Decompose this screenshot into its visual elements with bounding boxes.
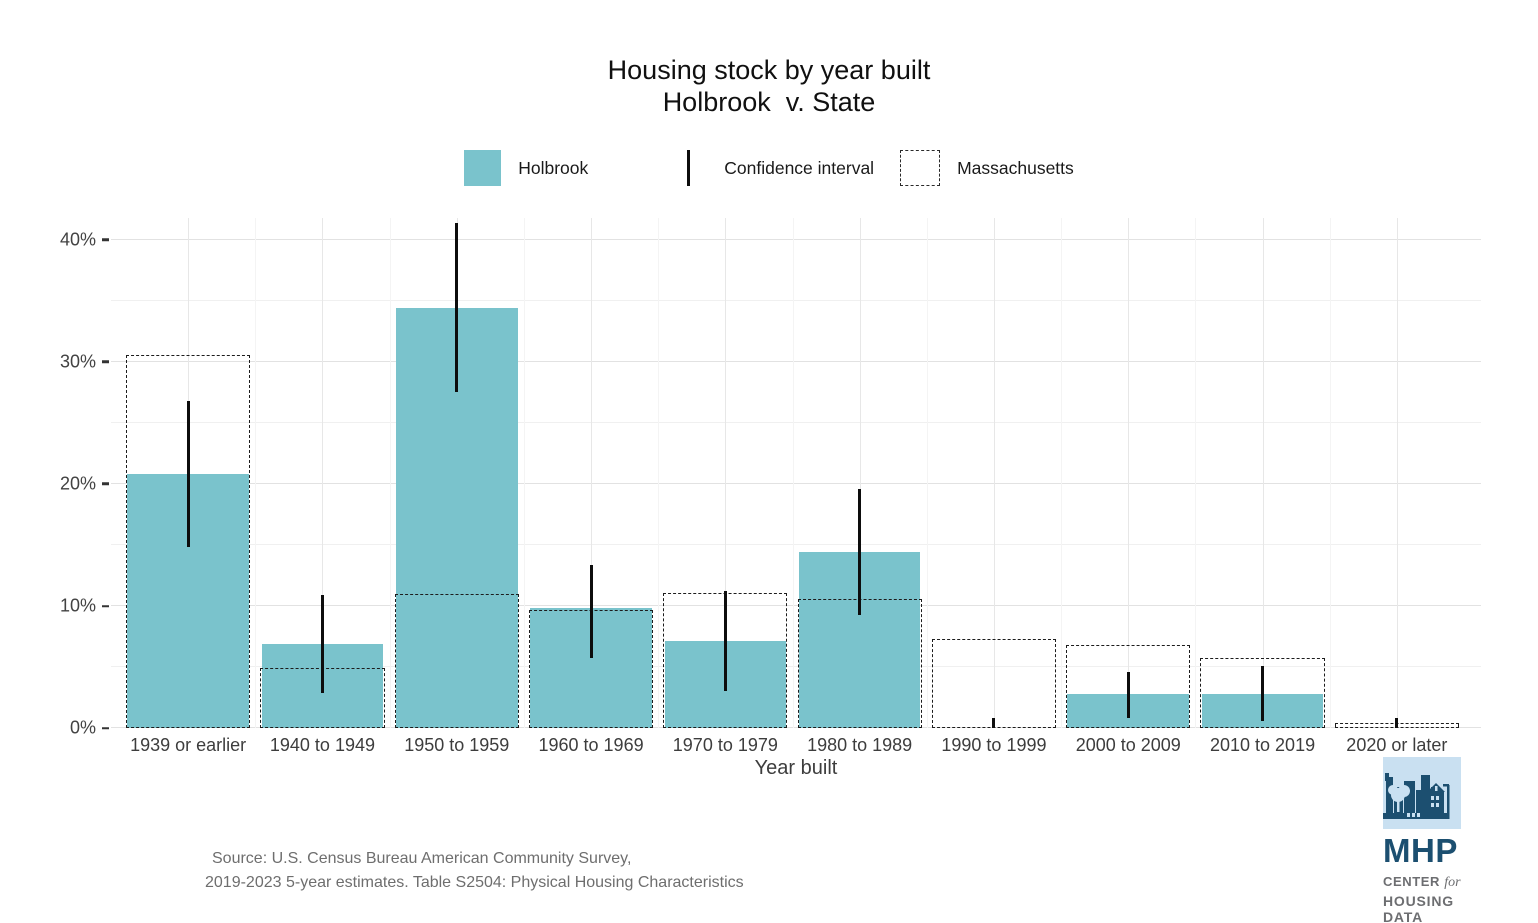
x-axis-title: Year built: [754, 757, 838, 779]
gridline-minor-25: [111, 421, 1481, 423]
chart-title: Housing stock by year built Holbrook v. S…: [0, 54, 1538, 118]
gridline-major-10: [111, 605, 1481, 606]
vgridline-major-9: [1396, 218, 1398, 728]
vgridline-minor-4: [658, 218, 660, 728]
legend-item-holbrook: Holbrook: [464, 150, 588, 186]
mhp-logo-for: for: [1444, 875, 1461, 890]
source-line2: 2019-2023 5-year estimates. Table S2504:…: [205, 874, 744, 891]
confidence-interval-1: [320, 595, 324, 693]
x-tick-label-8: 2010 to 2019: [1209, 735, 1316, 755]
confidence-interval-9: [1395, 718, 1399, 728]
legend-item-confidence-interval: Confidence interval: [670, 150, 874, 186]
legend-item-massachusetts: Massachusetts: [900, 150, 1074, 186]
massachusetts-dashed-swatch-icon: [900, 150, 941, 186]
gridline-minor-15: [111, 544, 1481, 545]
legend-label-confidence-interval: Confidence interval: [724, 157, 875, 178]
mhp-logo: MHP CENTER for HOUSING DATA: [1383, 757, 1483, 923]
y-tick-label-20%: 20%: [59, 473, 96, 494]
vgridline-major-7: [1128, 218, 1130, 728]
vgridline-major-4: [725, 218, 727, 728]
mhp-logo-center-for: CENTER for: [1383, 874, 1461, 890]
y-tick-mark-40: [102, 238, 109, 242]
confidence-interval-6: [992, 718, 996, 728]
confidence-interval-7: [1126, 671, 1130, 719]
x-tick-label-0: 1939 or earlier: [130, 735, 247, 755]
vgridline-minor-3: [523, 218, 525, 728]
y-axis: 0% 10% 20% 30% 40%: [0, 218, 110, 738]
y-tick-label-10%: 10%: [59, 595, 96, 616]
bar-massachusetts-outline-5: [797, 598, 922, 728]
x-tick-label-9: 2020 or later: [1346, 735, 1448, 755]
y-tick-mark-30: [102, 360, 109, 364]
bar-massachusetts-outline-8: [1200, 658, 1325, 728]
vgridline-minor-2: [389, 218, 391, 728]
mhp-logo-text: MHP: [1383, 832, 1458, 869]
mhp-logo-housing-data: HOUSING DATA: [1383, 893, 1454, 923]
vgridline-major-5: [859, 218, 861, 728]
x-tick-label-5: 1980 to 1989: [807, 735, 913, 755]
vgridline-minor-7: [1061, 218, 1063, 728]
chart-title-line2: Holbrook v. State: [662, 87, 876, 117]
bar-massachusetts-outline-2: [394, 593, 519, 728]
x-axis-labels: 1939 or earlier 1940 to 1949 1950 to 1959 1…: [111, 735, 1481, 759]
confidence-interval-line-icon: [687, 150, 691, 186]
vgridline-minor-5: [792, 218, 794, 728]
x-tick-label-6: 1990 to 1999: [941, 735, 1047, 755]
confidence-interval-2: [455, 222, 459, 393]
vgridline-major-8: [1262, 218, 1264, 728]
vgridline-major-1: [322, 218, 324, 728]
x-tick-label-3: 1960 to 1969: [538, 735, 644, 755]
legend-label-massachusetts: Massachusetts: [957, 157, 1074, 178]
bar-massachusetts-outline-7: [1066, 645, 1191, 728]
y-tick-mark-20: [102, 482, 109, 486]
y-tick-label-0%: 0%: [69, 717, 96, 738]
vgridline-minor-9: [1329, 218, 1331, 728]
legend: Holbrook Confidence interval Massachuset…: [0, 150, 1538, 186]
chart-title-line1: Housing stock by year built: [607, 55, 931, 85]
confidence-interval-0: [186, 401, 190, 548]
source-line1: Source: U.S. Census Bureau American Comm…: [212, 850, 632, 867]
x-tick-label-7: 2000 to 2009: [1075, 735, 1181, 755]
confidence-interval-4: [723, 591, 727, 692]
confidence-interval-3: [589, 564, 593, 659]
gridline-major-20: [111, 482, 1481, 484]
y-tick-mark-10: [102, 604, 109, 608]
bar-massachusetts-outline-0: [126, 354, 251, 728]
bar-massachusetts-outline-6: [931, 638, 1057, 728]
source-note: Source: U.S. Census Bureau American Comm…: [205, 847, 744, 895]
confidence-interval-5: [858, 488, 862, 615]
holbrook-swatch-icon: [464, 150, 502, 186]
x-tick-label-2: 1950 to 1959: [404, 735, 510, 755]
gridline-major-30: [111, 360, 1481, 362]
y-tick-label-30%: 30%: [59, 351, 96, 372]
y-tick-label-40%: 40%: [59, 229, 96, 250]
gridline-major-0: [111, 727, 1481, 728]
legend-label-holbrook: Holbrook: [518, 157, 589, 178]
vgridline-major-6: [993, 218, 995, 728]
mhp-logo-skyline: [1383, 757, 1461, 829]
y-tick-mark-0: [102, 726, 109, 730]
vgridline-minor-6: [926, 218, 928, 728]
gridline-minor-5: [111, 666, 1481, 667]
confidence-interval-8: [1261, 665, 1265, 721]
gridline-minor-35: [111, 299, 1481, 301]
x-tick-label-1: 1940 to 1949: [269, 735, 375, 755]
gridline-major-40: [111, 238, 1481, 240]
vgridline-minor-8: [1195, 218, 1197, 728]
plot-area: [111, 218, 1481, 728]
skyline-icon: [1383, 773, 1450, 819]
x-tick-label-4: 1970 to 1979: [672, 735, 778, 755]
vgridline-minor-1: [255, 218, 257, 728]
vgridline-major-3: [591, 218, 593, 728]
